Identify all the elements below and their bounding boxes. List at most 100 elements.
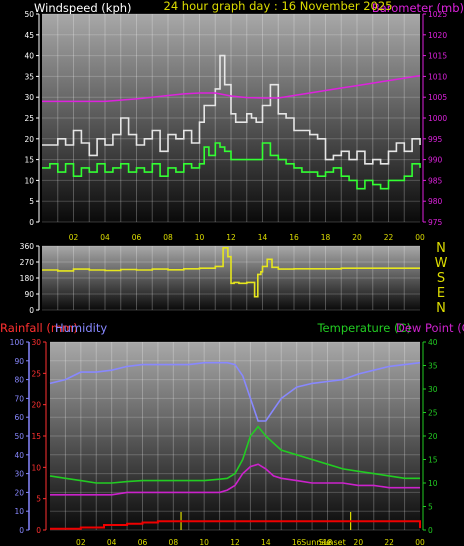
x-tick-label: 00 xyxy=(415,538,425,546)
x-tick-label: 20 xyxy=(354,538,364,546)
x-tick-label: 00 xyxy=(415,233,425,242)
tick-label-left: 20 xyxy=(24,135,34,144)
tick-label-humidity: 80 xyxy=(14,376,24,385)
series-direction xyxy=(42,247,420,298)
tick-label-right: 1020 xyxy=(428,31,447,40)
tick-label-rain: 25 xyxy=(31,369,41,378)
sunrise-label: Sunrise xyxy=(301,538,331,546)
x-tick-label: 18 xyxy=(321,233,331,242)
compass-label: N xyxy=(436,301,446,316)
tick-label-right: 1025 xyxy=(428,10,447,19)
tick-label-humidity: 30 xyxy=(14,470,24,479)
series-temperature xyxy=(49,425,420,484)
x-tick-label: 10 xyxy=(199,538,209,546)
tick-label-humidity: 20 xyxy=(14,488,24,497)
tick-label-temp: 25 xyxy=(428,409,438,418)
tick-label-right: 1005 xyxy=(428,93,447,102)
tick-label-left: 0 xyxy=(29,306,34,315)
tick-label-left: 0 xyxy=(29,218,34,227)
tick-label-left: 10 xyxy=(24,176,34,185)
tick-label-temp: 30 xyxy=(428,385,438,394)
tick-label-humidity: 60 xyxy=(14,413,24,422)
tick-label-right: 1015 xyxy=(428,52,447,61)
tick-label-temp: 5 xyxy=(428,503,433,512)
panel1-right-label: Barometer (mb) xyxy=(372,1,464,15)
compass-label: W xyxy=(435,256,448,271)
tick-label-rain: 15 xyxy=(31,432,41,441)
tick-label-humidity: 70 xyxy=(14,394,24,403)
x-tick-label: 02 xyxy=(76,538,86,546)
tick-label-humidity: 90 xyxy=(14,357,24,366)
compass-label: E xyxy=(437,286,445,301)
tick-label-right: 980 xyxy=(428,197,443,206)
tick-label-temp: 10 xyxy=(428,479,438,488)
panel1-left-label: Windspeed (kph) xyxy=(34,1,132,15)
series-dewpoint xyxy=(50,463,420,496)
x-tick-label: 08 xyxy=(169,538,179,546)
tick-label-temp: 15 xyxy=(428,456,438,465)
compass-label: S xyxy=(437,271,445,286)
tick-label-left: 30 xyxy=(24,93,34,102)
tick-label-humidity: 100 xyxy=(10,338,25,347)
x-tick-label: 12 xyxy=(226,233,236,242)
x-tick-label: 14 xyxy=(261,538,271,546)
tick-label-rain: 5 xyxy=(36,495,41,504)
x-tick-label: 16 xyxy=(292,538,302,546)
tick-label-left: 270 xyxy=(20,258,35,267)
x-tick-label: 10 xyxy=(195,233,205,242)
tick-label-left: 45 xyxy=(24,31,34,40)
x-tick-label: 14 xyxy=(258,233,268,242)
tick-label-rain: 10 xyxy=(31,463,41,472)
x-tick-label: 08 xyxy=(163,233,173,242)
panel3-dew-label: Dew Point (C) xyxy=(396,321,464,335)
x-tick-label: 04 xyxy=(107,538,117,546)
panel3-humidity-label: Humidity xyxy=(55,321,107,335)
x-tick-label: 06 xyxy=(138,538,148,546)
tick-label-humidity: 0 xyxy=(19,526,24,535)
tick-label-rain: 30 xyxy=(31,338,41,347)
series-rainfall xyxy=(50,520,421,530)
x-tick-label: 02 xyxy=(69,233,79,242)
tick-label-left: 50 xyxy=(24,10,34,19)
panel3-rain-label: Rainfall (mm) xyxy=(0,321,78,335)
x-tick-label: 16 xyxy=(289,233,299,242)
tick-label-right: 990 xyxy=(428,156,443,165)
x-tick-label: 18 xyxy=(323,538,333,546)
tick-label-left: 90 xyxy=(24,290,34,299)
graph-title: 24 hour graph day : 16 November 2025 xyxy=(164,0,393,13)
sunset-label: Sunset xyxy=(318,538,345,546)
x-tick-label: 22 xyxy=(384,538,394,546)
tick-label-left: 40 xyxy=(24,52,34,61)
tick-label-right: 975 xyxy=(428,218,443,227)
tick-label-humidity: 10 xyxy=(14,507,24,516)
tick-label-left: 25 xyxy=(24,114,34,123)
tick-label-temp: 35 xyxy=(428,362,438,371)
tick-label-right: 1000 xyxy=(428,114,447,123)
tick-label-left: 180 xyxy=(20,274,35,283)
tick-label-temp: 20 xyxy=(428,432,438,441)
series-humidity xyxy=(49,361,421,422)
tick-label-temp: 40 xyxy=(428,338,438,347)
tick-label-rain: 0 xyxy=(36,526,41,535)
x-tick-label: 06 xyxy=(132,233,142,242)
tick-label-left: 15 xyxy=(24,156,34,165)
tick-label-rain: 20 xyxy=(31,401,41,410)
tick-label-humidity: 50 xyxy=(14,432,24,441)
tick-label-right: 985 xyxy=(428,176,443,185)
series-barometer xyxy=(42,74,421,103)
tick-label-temp: 0 xyxy=(428,526,433,535)
tick-label-left: 360 xyxy=(20,242,35,251)
x-tick-label: 12 xyxy=(230,538,240,546)
tick-label-humidity: 40 xyxy=(14,451,24,460)
x-tick-label: 20 xyxy=(352,233,362,242)
series-wind_avg xyxy=(42,142,421,190)
panel3-temp-label: Temperature (C) xyxy=(316,321,411,335)
compass-label: N xyxy=(436,241,446,256)
series-wind_gust xyxy=(42,54,421,165)
x-tick-label: 22 xyxy=(384,233,394,242)
x-tick-label: 04 xyxy=(100,233,110,242)
tick-label-right: 995 xyxy=(428,135,443,144)
tick-label-right: 1010 xyxy=(428,72,447,81)
tick-label-left: 5 xyxy=(29,197,34,206)
